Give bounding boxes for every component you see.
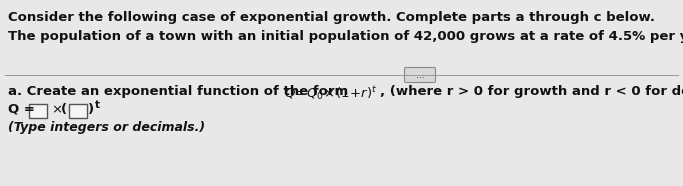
Bar [29,104,47,118]
Bar [69,104,87,118]
Text: (: ( [61,103,67,116]
Text: The population of a town with an initial population of 42,000 grows at a rate of: The population of a town with an initial… [8,30,683,43]
Text: Q =: Q = [8,103,40,116]
FancyBboxPatch shape [404,68,436,83]
Text: ): ) [88,103,94,116]
Text: $Q\!=\!Q_0\!\times\!(1\!+\!r)^t$: $Q\!=\!Q_0\!\times\!(1\!+\!r)^t$ [284,84,377,102]
Text: t: t [95,100,100,110]
Text: Consider the following case of exponential growth. Complete parts a through c be: Consider the following case of exponenti… [8,11,655,24]
Text: , (where r > 0 for growth and r < 0 for decay) to model the situation described.: , (where r > 0 for growth and r < 0 for … [380,85,683,98]
Text: a. Create an exponential function of the form: a. Create an exponential function of the… [8,85,353,98]
Text: ×: × [51,103,62,116]
Text: ...: ... [416,70,424,79]
Text: (Type integers or decimals.): (Type integers or decimals.) [8,121,205,134]
